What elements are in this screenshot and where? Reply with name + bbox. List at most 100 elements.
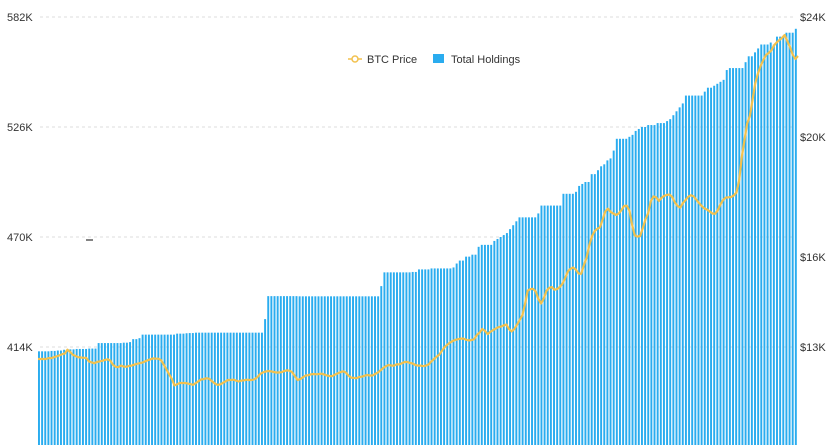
holdings-bar[interactable] — [534, 217, 537, 445]
holdings-bar[interactable] — [173, 334, 175, 445]
holdings-bar[interactable] — [147, 334, 150, 445]
holdings-bar[interactable] — [414, 271, 417, 445]
holdings-bar[interactable] — [125, 342, 128, 445]
holdings-bar[interactable] — [107, 343, 110, 445]
holdings-bar[interactable] — [242, 332, 245, 445]
holdings-bar[interactable] — [352, 296, 354, 445]
holdings-bar[interactable] — [785, 32, 788, 445]
holdings-bar[interactable] — [559, 205, 562, 445]
holdings-bar[interactable] — [254, 332, 257, 445]
holdings-bar[interactable] — [179, 333, 182, 445]
holdings-bar[interactable] — [53, 350, 56, 445]
holdings-bar[interactable] — [364, 296, 367, 445]
holdings-bar[interactable] — [251, 332, 254, 445]
holdings-bar[interactable] — [223, 332, 226, 445]
holdings-bar[interactable] — [754, 52, 756, 445]
holdings-bar[interactable] — [204, 332, 207, 445]
holdings-bar[interactable] — [493, 240, 496, 445]
holdings-bar[interactable] — [348, 296, 351, 445]
holdings-bar[interactable] — [458, 260, 461, 445]
holdings-bar[interactable] — [461, 260, 464, 445]
holdings-bar[interactable] — [537, 213, 540, 445]
holdings-bar[interactable] — [418, 269, 420, 445]
holdings-bar[interactable] — [399, 272, 402, 445]
holdings-bar[interactable] — [606, 160, 609, 445]
holdings-bar[interactable] — [304, 296, 307, 445]
holdings-bar[interactable] — [515, 221, 518, 445]
holdings-bar[interactable] — [562, 193, 565, 445]
holdings-bar[interactable] — [487, 244, 490, 445]
holdings-bar[interactable] — [91, 348, 94, 445]
holdings-bar[interactable] — [681, 103, 684, 445]
holdings-bar[interactable] — [213, 332, 216, 445]
holdings-bar[interactable] — [72, 349, 75, 445]
holdings-bar[interactable] — [333, 296, 336, 445]
holdings-bar[interactable] — [408, 272, 411, 445]
holdings-bar[interactable] — [138, 338, 141, 445]
holdings-bar[interactable] — [217, 332, 219, 445]
holdings-bar[interactable] — [697, 95, 700, 445]
holdings-bar[interactable] — [640, 127, 643, 445]
holdings-bar[interactable] — [411, 271, 414, 445]
holdings-bar[interactable] — [314, 296, 317, 445]
holdings-bar[interactable] — [311, 296, 314, 445]
holdings-bar[interactable] — [788, 32, 791, 445]
holdings-bar[interactable] — [471, 254, 474, 445]
holdings-bar[interactable] — [166, 334, 169, 445]
holdings-bar[interactable] — [229, 332, 232, 445]
holdings-bar[interactable] — [571, 193, 574, 445]
holdings-bar[interactable] — [678, 107, 681, 445]
holdings-bar[interactable] — [637, 128, 640, 445]
holdings-bar[interactable] — [75, 348, 78, 445]
holdings-bar[interactable] — [69, 349, 72, 445]
holdings-bar[interactable] — [719, 81, 722, 445]
holdings-bar[interactable] — [779, 36, 782, 445]
holdings-bar[interactable] — [581, 183, 584, 445]
holdings-bar[interactable] — [38, 351, 40, 445]
holdings-bar[interactable] — [330, 296, 333, 445]
holdings-bar[interactable] — [518, 217, 521, 445]
holdings-bar[interactable] — [587, 182, 590, 445]
holdings-bar[interactable] — [675, 111, 678, 445]
holdings-bar[interactable] — [763, 44, 766, 445]
holdings-bar[interactable] — [169, 334, 172, 445]
holdings-bar[interactable] — [421, 269, 424, 445]
holdings-bar[interactable] — [578, 185, 581, 445]
holdings-bar[interactable] — [63, 349, 66, 445]
holdings-bar[interactable] — [235, 332, 238, 445]
holdings-bar[interactable] — [238, 332, 241, 445]
holdings-bar[interactable] — [439, 268, 442, 445]
holdings-bar[interactable] — [553, 205, 555, 445]
holdings-bar[interactable] — [443, 268, 446, 445]
holdings-bar[interactable] — [295, 296, 298, 445]
holdings-bar[interactable] — [191, 333, 194, 445]
holdings-bar[interactable] — [725, 70, 728, 445]
holdings-bar[interactable] — [575, 191, 577, 445]
holdings-bar[interactable] — [631, 134, 634, 445]
holdings-bar[interactable] — [273, 296, 276, 445]
holdings-bar[interactable] — [776, 36, 778, 445]
holdings-bar[interactable] — [688, 95, 691, 445]
holdings-bar[interactable] — [135, 339, 138, 445]
holdings-bar[interactable] — [766, 44, 769, 445]
holdings-bar[interactable] — [452, 267, 455, 445]
holdings-bar[interactable] — [405, 272, 408, 445]
holdings-bar[interactable] — [176, 333, 179, 445]
holdings-bar[interactable] — [556, 205, 559, 445]
holdings-bar[interactable] — [226, 332, 229, 445]
holdings-bar[interactable] — [257, 332, 260, 445]
holdings-bar[interactable] — [355, 296, 358, 445]
holdings-bar[interactable] — [320, 296, 323, 445]
holdings-bar[interactable] — [496, 238, 499, 445]
holdings-bar[interactable] — [141, 334, 144, 445]
holdings-bar[interactable] — [377, 296, 380, 445]
holdings-bar[interactable] — [521, 217, 524, 445]
holdings-bar[interactable] — [527, 217, 530, 445]
holdings-bar[interactable] — [188, 333, 191, 445]
holdings-bar[interactable] — [201, 332, 204, 445]
holdings-bar[interactable] — [116, 343, 119, 445]
holdings-bar[interactable] — [647, 125, 650, 445]
holdings-bar[interactable] — [666, 121, 669, 445]
holdings-bar[interactable] — [56, 350, 59, 445]
holdings-bar[interactable] — [738, 68, 741, 445]
